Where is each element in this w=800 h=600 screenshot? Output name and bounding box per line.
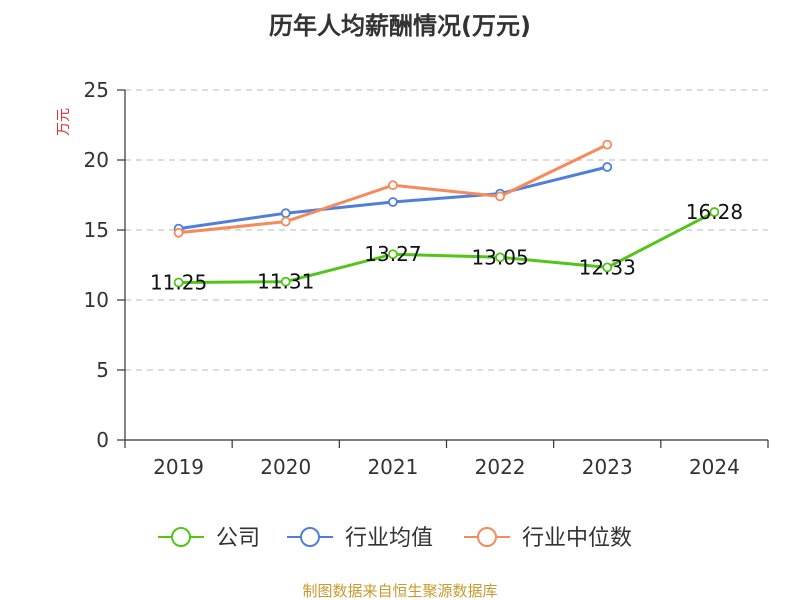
y-axis-label: 万元: [56, 108, 72, 136]
y-tick-label-3: 15: [84, 218, 109, 242]
data-label-2021: 13.27: [364, 242, 421, 266]
chart-title: 历年人均薪酬情况(万元): [269, 12, 531, 40]
series-line-0: [178, 210, 716, 284]
series-2-point-2023: [602, 139, 613, 150]
series-0-point-2021: [388, 249, 398, 260]
legend: 公司 行业均值 行业中位数: [158, 526, 632, 551]
x-tick-label-2021: 2021: [367, 455, 418, 479]
data-label-2023: 12.33: [579, 255, 636, 279]
data-label-2022: 13.05: [471, 245, 528, 269]
series-0-point-2019: [173, 277, 184, 288]
series-0-point-2024: [709, 207, 720, 217]
legend-marker-1: [300, 527, 320, 547]
series-2-point-2022: [495, 191, 505, 202]
series-1-point-2023: [602, 162, 613, 172]
grid-lines: [125, 89, 768, 371]
series-2-point-2020: [280, 216, 291, 227]
data-label-2024: 16.28: [686, 200, 743, 224]
series-0-point-2023: [602, 262, 613, 273]
series-1-point-2020: [280, 208, 291, 219]
series-0-point-2020: [280, 276, 291, 287]
series-layer: [173, 139, 720, 288]
data-labels: 11.25 11.31 13.27 13.05 12.33 16.28: [150, 200, 743, 294]
series-2-point-2021: [388, 180, 398, 191]
source-note: 制图数据来自恒生聚源数据库: [302, 582, 497, 600]
x-tick-label-2020: 2020: [260, 455, 311, 479]
series-2-point-2019: [173, 227, 184, 238]
axes: 0 5 10 15 20 25 2019 2020 2021 2022 2023 2024: [84, 78, 769, 479]
y-tick-label-2: 10: [84, 288, 109, 312]
y-tick-label-5: 25: [84, 78, 109, 102]
legend-marker-0: [171, 527, 191, 547]
y-tick-label-4: 20: [84, 148, 109, 172]
series-1-point-2021: [388, 197, 398, 207]
data-label-2020: 11.31: [257, 270, 314, 294]
x-tick-label-2024: 2024: [689, 455, 740, 479]
series-0-point-2022: [495, 252, 505, 263]
legend-label-0: 公司: [216, 526, 260, 551]
data-label-2019: 11.25: [150, 271, 207, 295]
legend-label-2: 行业中位数: [522, 526, 632, 551]
y-tick-label-0: 0: [96, 428, 109, 452]
legend-marker-2: [477, 527, 497, 547]
x-tick-label-2023: 2023: [582, 455, 633, 479]
x-tick-label-2019: 2019: [153, 455, 204, 479]
y-tick-label-1: 5: [96, 358, 109, 382]
x-tick-label-2022: 2022: [475, 455, 526, 479]
legend-label-1: 行业均值: [345, 526, 433, 551]
